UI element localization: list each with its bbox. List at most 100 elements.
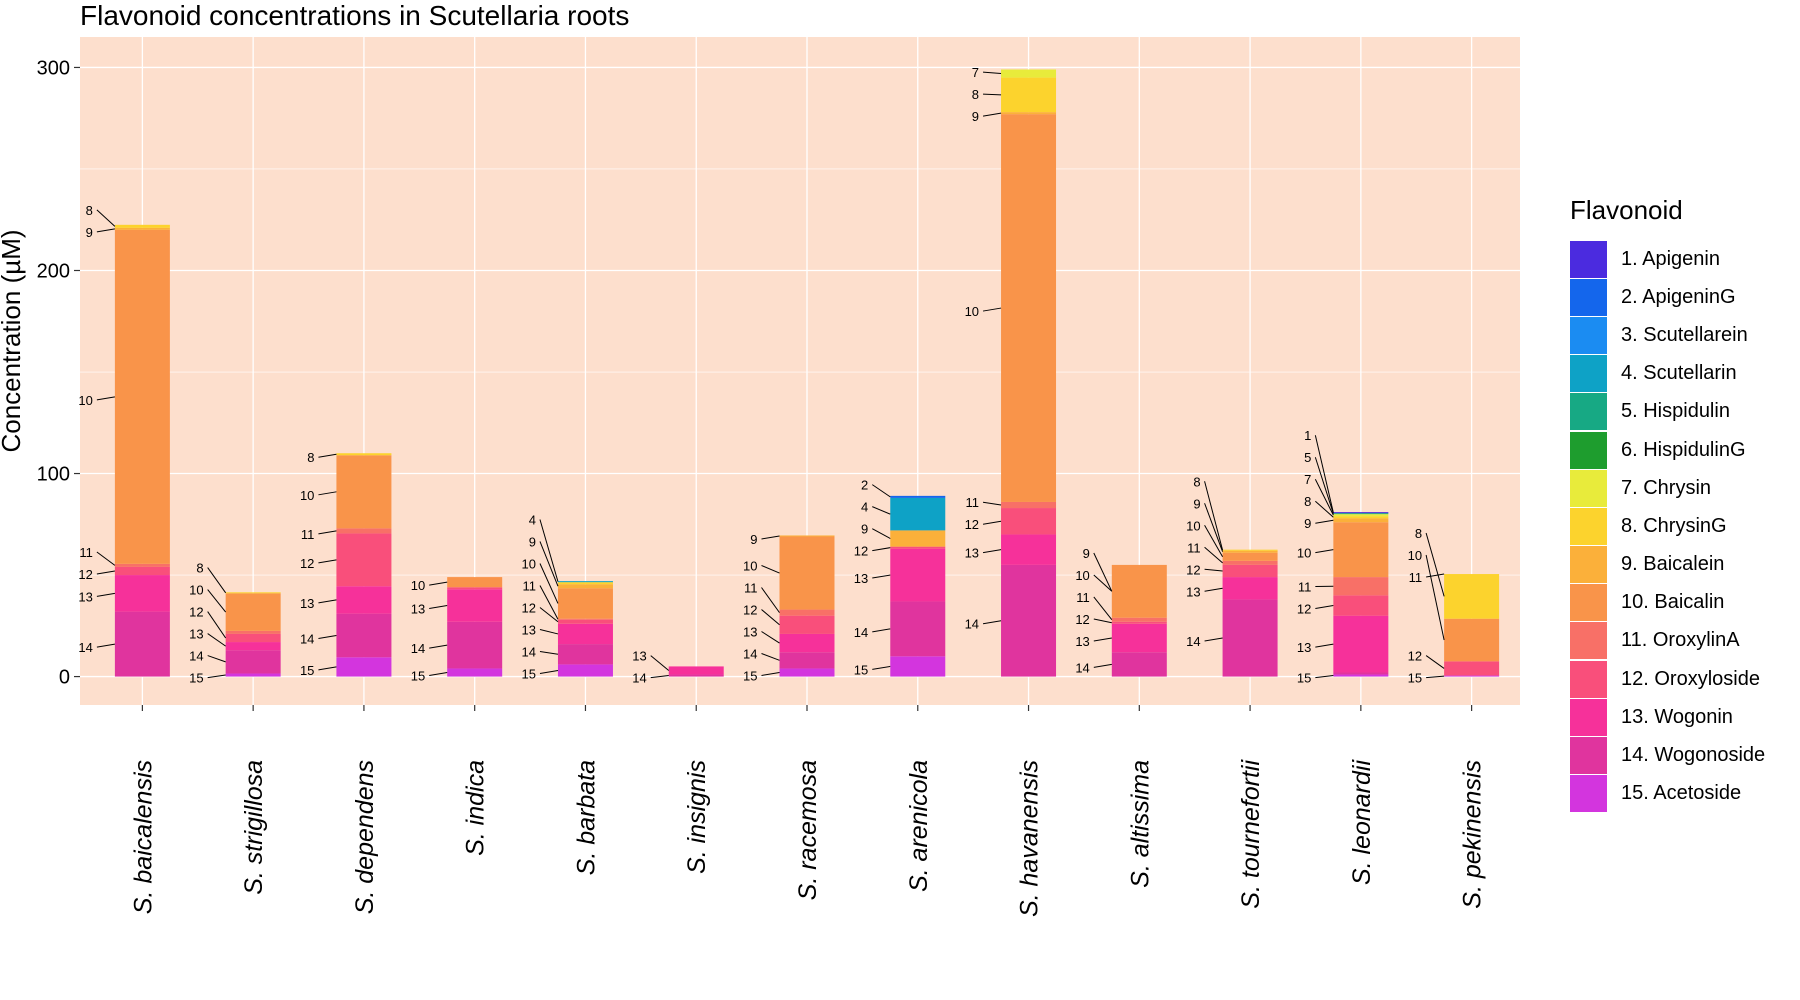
- label-leader: [96, 209, 116, 227]
- label-leader: [539, 585, 559, 620]
- label-leader: [761, 535, 780, 540]
- bar-segment: [1444, 618, 1500, 662]
- legend-item: 13. Wogonin: [1570, 698, 1765, 736]
- segment-label: 11: [1298, 580, 1312, 595]
- label-leader: [1425, 655, 1445, 669]
- label-leader: [207, 567, 227, 594]
- y-tick-label: 100: [37, 464, 70, 486]
- bar-segment: [1333, 516, 1389, 519]
- label-leader: [872, 547, 891, 552]
- bar-segment: [336, 613, 392, 658]
- segment-label: 15: [411, 669, 425, 684]
- bar-segment: [668, 674, 724, 677]
- bar-segment: [225, 630, 281, 634]
- label-group: 15 14 13 12 11 10 8: [300, 450, 337, 678]
- bar-segment: [557, 582, 613, 585]
- segment-label: 14: [854, 625, 868, 640]
- label-leader: [1314, 479, 1334, 516]
- label-group: 15 13 12 11 10 9 8 7 5 1: [1297, 428, 1334, 686]
- segment-label: 12: [1408, 649, 1422, 664]
- segment-label: 10: [1408, 548, 1422, 563]
- legend-item: 7. Chrysin: [1570, 469, 1765, 507]
- bar-segment: [447, 589, 503, 622]
- segment-label: 11: [1187, 540, 1201, 555]
- segment-label: 9: [86, 225, 93, 240]
- label-leader: [1315, 605, 1334, 610]
- bar-segment: [225, 593, 281, 631]
- segment-label: 14: [965, 617, 979, 632]
- bar-segment: [114, 563, 170, 567]
- label-leader: [207, 589, 227, 613]
- legend-item: 12. Oroxyloside: [1570, 660, 1765, 698]
- x-category-label: S. dependens: [351, 760, 379, 914]
- segment-label: 14: [1186, 634, 1200, 649]
- legend-swatch: [1570, 584, 1607, 622]
- segment-label: 10: [743, 559, 757, 574]
- label-group: 14 13 12 11 10 9: [1075, 546, 1113, 675]
- y-tick-label: 300: [37, 57, 70, 79]
- label-leader: [1204, 637, 1223, 642]
- segment-label: 14: [743, 647, 757, 662]
- label-leader: [872, 628, 891, 633]
- segment-label: 4: [529, 512, 536, 527]
- bar-segment: [1333, 615, 1389, 673]
- x-category-label: S. baicalensis: [129, 760, 157, 914]
- legend-item: 8. ChrysinG: [1570, 507, 1765, 545]
- legend-item: 10. Baicalin: [1570, 584, 1765, 622]
- label-leader: [96, 228, 115, 233]
- label-group: 15 14 13 12 11 10 9 4: [521, 512, 559, 681]
- legend-item: 1. Apigenin: [1570, 240, 1765, 278]
- legend-item: 14. Wogonoside: [1570, 736, 1765, 775]
- label-leader: [872, 574, 891, 579]
- label-leader: [982, 501, 1002, 506]
- legend-label: 5. Hispidulin: [1621, 400, 1730, 423]
- label-leader: [1204, 587, 1223, 592]
- legend-swatch: [1570, 469, 1607, 507]
- x-category-label: S. racemosa: [794, 760, 822, 900]
- segment-label: 12: [743, 603, 757, 618]
- bar-segment: [1111, 621, 1167, 624]
- label-leader: [761, 609, 780, 626]
- bar-segment: [336, 533, 392, 587]
- bar-stack: [557, 581, 613, 677]
- chart-title: Flavonoid concentrations in Scutellaria …: [80, 0, 630, 31]
- bars: [114, 69, 1500, 677]
- segment-label: 13: [632, 649, 646, 664]
- bar-segment: [225, 633, 281, 643]
- label-leader: [872, 506, 891, 515]
- bar-segment: [114, 611, 170, 677]
- label-leader: [539, 519, 559, 582]
- bar-segment: [1001, 69, 1057, 78]
- legend-label: 3. Scutellarein: [1621, 323, 1748, 346]
- label-leader: [761, 631, 780, 644]
- label-leader: [96, 592, 115, 597]
- bar-segment: [225, 650, 281, 674]
- bar-segment: [447, 621, 503, 669]
- label-leader: [1314, 435, 1334, 513]
- label-leader: [761, 672, 780, 677]
- label-leader: [96, 570, 115, 575]
- segment-label: 13: [78, 589, 92, 604]
- x-category-label: S. pekinensis: [1459, 760, 1487, 909]
- segment-label: 9: [1193, 496, 1200, 511]
- segment-label: 11: [301, 527, 315, 542]
- segment-label: 15: [300, 663, 314, 678]
- bar-segment: [1001, 564, 1057, 677]
- bar-segment: [1444, 574, 1500, 619]
- label-leader: [982, 71, 1002, 75]
- label-leader: [650, 655, 670, 671]
- segment-label: 15: [854, 662, 868, 677]
- legend-swatch: [1570, 775, 1607, 813]
- segment-label: 10: [1297, 546, 1311, 561]
- segment-label: 7: [972, 65, 979, 80]
- legend-label: 1. Apigenin: [1621, 247, 1720, 270]
- bar-segment: [447, 577, 503, 588]
- bar-segment: [779, 652, 835, 669]
- legend-swatch: [1570, 355, 1607, 393]
- segment-label: 8: [1304, 494, 1311, 509]
- label-leader: [207, 633, 226, 647]
- bar-segment: [1001, 534, 1057, 565]
- label-leader: [318, 666, 337, 671]
- bar-segment: [1001, 114, 1057, 502]
